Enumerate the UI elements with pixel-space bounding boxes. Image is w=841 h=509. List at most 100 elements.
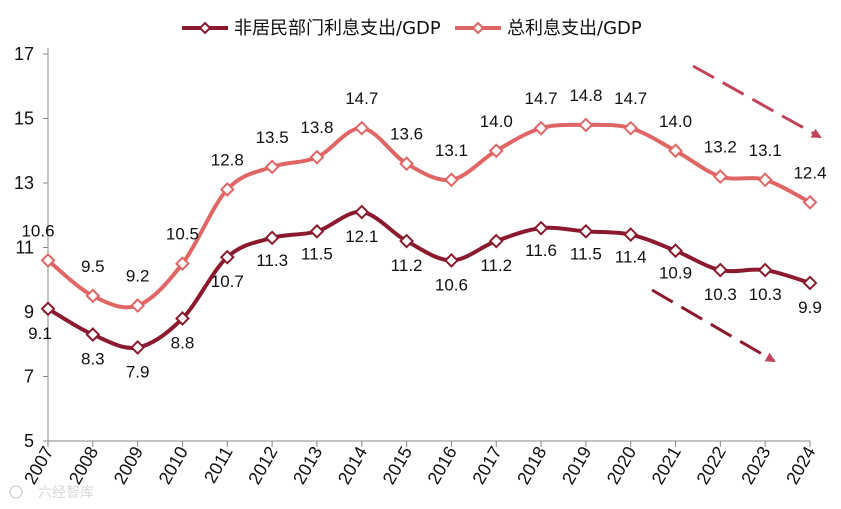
chart-annotations xyxy=(651,64,822,363)
data-point-marker xyxy=(130,298,146,313)
data-label: 14.7 xyxy=(525,89,558,108)
watermark: 六经智库 xyxy=(9,485,94,501)
data-label: 8.8 xyxy=(171,333,195,352)
x-tick-label: 2011 xyxy=(200,443,237,487)
data-label: 13.8 xyxy=(300,118,333,137)
data-point-marker xyxy=(578,223,594,239)
data-point-marker xyxy=(85,288,101,304)
watermark-logo-icon xyxy=(9,485,23,499)
data-label: 14.7 xyxy=(614,89,647,108)
x-tick-label: 2008 xyxy=(65,443,102,488)
y-tick-label: 11 xyxy=(15,238,34,258)
data-label: 14.0 xyxy=(659,112,692,131)
data-label: 14.8 xyxy=(569,86,602,105)
x-tick-label: 2019 xyxy=(558,443,595,488)
data-label: 10.7 xyxy=(211,272,244,291)
data-label: 14.0 xyxy=(480,112,513,131)
legend-marker-0 xyxy=(198,21,212,35)
data-point-marker xyxy=(219,249,235,265)
data-label: 11.5 xyxy=(301,244,333,263)
data-point-marker xyxy=(668,143,683,159)
data-label: 12.1 xyxy=(345,227,378,246)
data-label: 13.2 xyxy=(704,138,737,157)
data-point-marker xyxy=(488,233,504,249)
chart-legend: 非居民部门利息支出/GDP 总利息支出/GDP xyxy=(182,18,642,39)
data-point-marker xyxy=(443,252,459,268)
data-label: 12.4 xyxy=(793,163,826,182)
data-label: 10.6 xyxy=(435,275,468,294)
data-point-marker xyxy=(757,262,773,278)
data-label: 11.2 xyxy=(480,256,512,275)
data-point-marker xyxy=(623,227,639,243)
x-tick-label: 2009 xyxy=(110,443,147,488)
data-label: 13.6 xyxy=(390,125,423,144)
data-label: 11.3 xyxy=(256,251,288,270)
x-tick-label: 2024 xyxy=(782,443,819,488)
data-point-marker xyxy=(802,194,818,210)
x-tick-label: 2017 xyxy=(468,443,505,488)
data-point-marker xyxy=(354,204,370,220)
data-point-marker xyxy=(40,301,56,317)
x-tick-label: 2023 xyxy=(737,443,774,488)
chart-series xyxy=(40,117,818,355)
x-tick-label: 2010 xyxy=(155,443,192,488)
data-label: 11.5 xyxy=(570,244,602,263)
data-label: 9.5 xyxy=(81,257,105,276)
data-label: 9.1 xyxy=(28,324,52,343)
data-label: 13.1 xyxy=(749,141,782,160)
data-point-marker xyxy=(399,233,415,249)
data-label: 7.9 xyxy=(126,362,150,381)
data-point-marker xyxy=(668,243,683,259)
data-label: 9.9 xyxy=(798,298,822,317)
data-point-marker xyxy=(623,120,639,136)
data-point-marker xyxy=(354,120,370,136)
x-tick-label: 2015 xyxy=(379,443,416,488)
data-point-marker xyxy=(219,182,235,197)
x-tick-label: 2013 xyxy=(289,443,326,488)
data-point-marker xyxy=(85,327,101,342)
data-point-marker xyxy=(533,120,549,136)
data-point-marker xyxy=(399,156,415,172)
data-point-marker xyxy=(175,311,190,326)
data-point-marker xyxy=(175,256,190,272)
data-point-marker xyxy=(309,149,325,165)
x-tick-label: 2016 xyxy=(424,443,461,488)
trend-arrow-nonresident xyxy=(651,288,776,363)
series-line-0 xyxy=(46,210,811,350)
data-point-marker xyxy=(40,252,56,268)
legend-label-1: 总利息支出/GDP xyxy=(507,18,642,39)
y-tick-label: 13 xyxy=(14,173,34,193)
data-label: 8.3 xyxy=(81,350,105,369)
data-label: 11.6 xyxy=(525,241,557,260)
legend-label-0: 非居民部门利息支出/GDP xyxy=(234,18,441,39)
data-label: 10.3 xyxy=(749,285,782,304)
x-tick-label: 2018 xyxy=(513,443,550,488)
data-label: 12.8 xyxy=(211,150,244,169)
data-point-marker xyxy=(757,172,773,188)
data-point-marker xyxy=(130,340,146,355)
legend-marker-1 xyxy=(471,21,485,35)
data-label: 14.7 xyxy=(345,89,378,108)
data-point-marker xyxy=(264,159,280,175)
data-point-marker xyxy=(578,117,594,133)
data-label: 13.1 xyxy=(435,141,468,160)
data-label: 10.9 xyxy=(659,264,692,283)
data-point-marker xyxy=(533,220,549,236)
data-label: 11.2 xyxy=(391,256,423,275)
trend-arrow-total xyxy=(692,64,822,139)
data-point-marker xyxy=(488,143,504,159)
x-tick-label: 2022 xyxy=(692,443,729,488)
data-point-marker xyxy=(264,230,280,246)
data-label: 10.6 xyxy=(21,221,54,240)
y-tick-label: 17 xyxy=(14,44,34,64)
chart-data-labels: 9.1 8.3 7.9 8.8 10.7 11.3 11.5 12.1 11.2 10.6 11.2… xyxy=(21,86,826,382)
y-tick-label: 5 xyxy=(24,431,34,451)
data-point-marker xyxy=(309,223,325,239)
data-label: 10.5 xyxy=(166,225,199,244)
data-label: 13.5 xyxy=(256,128,289,147)
x-tick-label: 2012 xyxy=(244,443,281,488)
watermark-text: 六经智库 xyxy=(38,485,94,501)
series-line-1 xyxy=(46,122,811,310)
data-label: 9.2 xyxy=(126,267,150,286)
